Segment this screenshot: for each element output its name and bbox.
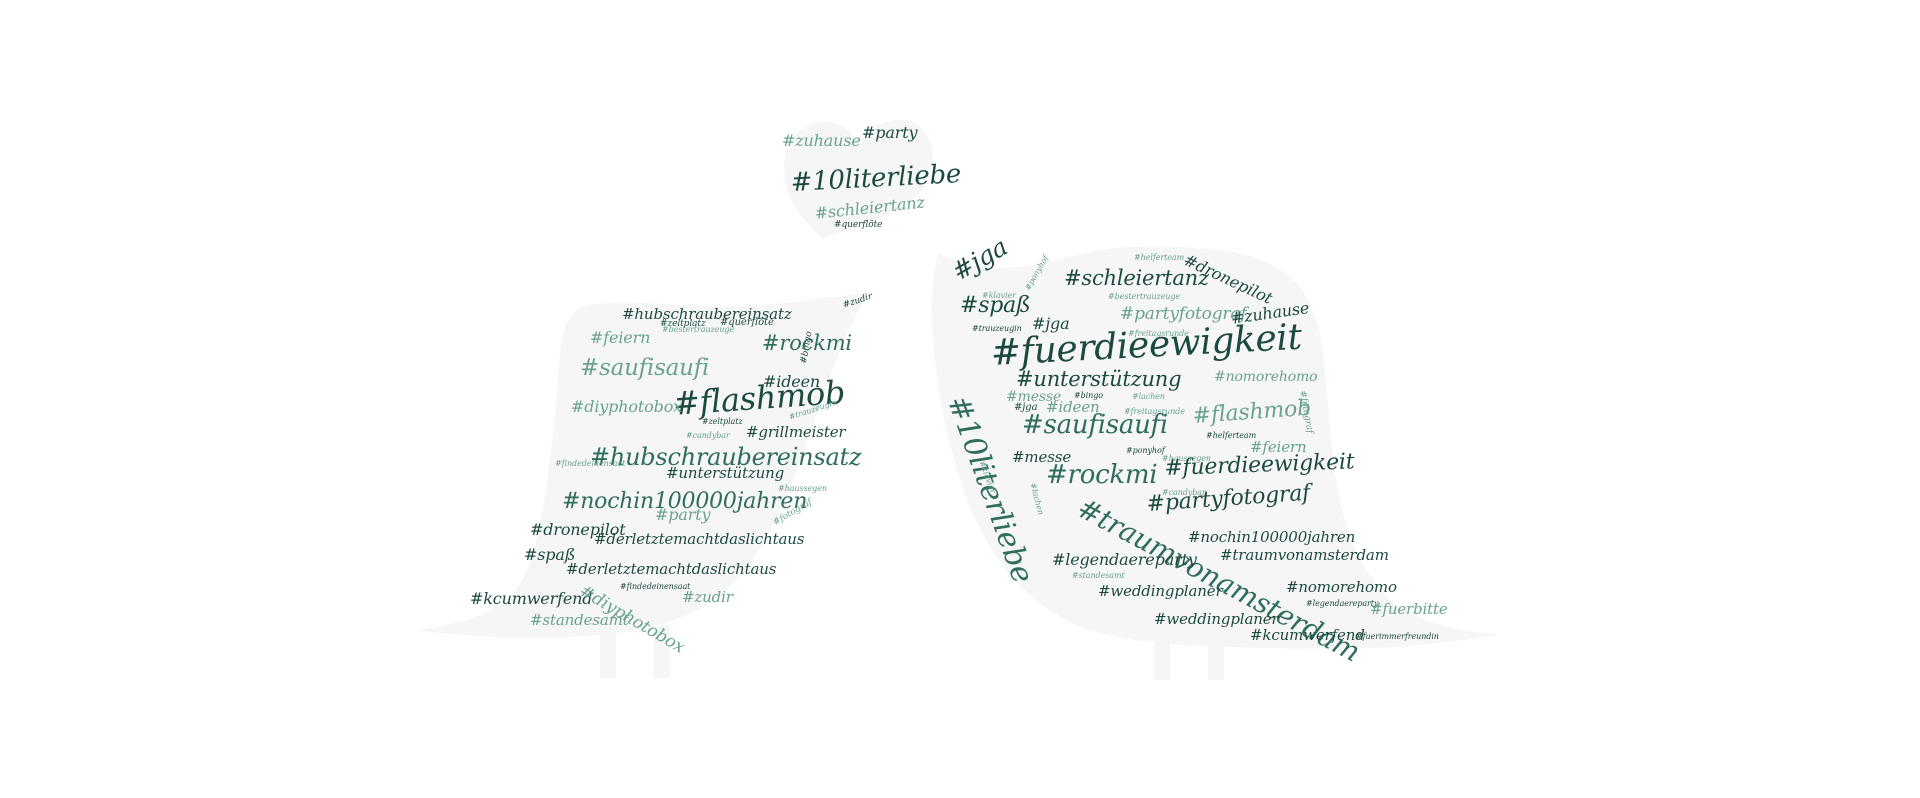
- word: #feiern: [1250, 438, 1307, 456]
- word: #ponyhof: [1126, 446, 1165, 455]
- word: #klavier: [982, 291, 1016, 300]
- word: #dronepilot: [530, 520, 626, 539]
- word: #bestertrauzeuge: [1108, 292, 1181, 301]
- word: #bingo: [1074, 391, 1103, 400]
- word: #messe: [1006, 389, 1062, 405]
- word: #standesamt: [530, 611, 629, 629]
- word: #kcumwerfend: [1250, 626, 1365, 644]
- word: #hubschraubereinsatz: [590, 443, 862, 471]
- left-bird-leg: [654, 626, 670, 678]
- word: #feiern: [590, 328, 651, 347]
- word: #ideen: [1046, 398, 1100, 416]
- word: #helferteam: [1134, 253, 1185, 262]
- word: #hubschraubereinsatz: [622, 305, 792, 323]
- word: #messe: [1012, 448, 1072, 466]
- word: #unterstützung: [1016, 367, 1182, 391]
- word: #nomorehomo: [1214, 369, 1318, 385]
- word: #grillmeister: [746, 423, 846, 441]
- word: #party: [862, 123, 918, 142]
- word: #freitagsrunde: [1128, 329, 1189, 338]
- word: #ideen: [763, 372, 821, 391]
- word: #spaß: [524, 545, 576, 564]
- word: #haussegen: [1162, 454, 1211, 463]
- right-bird-leg: [1154, 630, 1170, 680]
- left-bird-shape: [418, 292, 870, 637]
- word: #spaß: [960, 293, 1031, 318]
- word: #candybar: [1162, 488, 1206, 497]
- word: #schleiertanz: [1064, 266, 1209, 290]
- word: #legendaereparty: [1052, 550, 1197, 569]
- word: #jga: [1032, 314, 1070, 333]
- word: #rockmi: [762, 331, 852, 355]
- word: #legendaereparty: [1306, 599, 1379, 608]
- word: #rockmi: [1046, 460, 1158, 490]
- word: #kcumwerfend: [470, 589, 593, 608]
- word: #saufisaufi: [580, 355, 710, 381]
- right-bird-shape: [931, 246, 1500, 649]
- word: #querflöte: [720, 317, 774, 328]
- word: #lachen: [1132, 392, 1165, 401]
- word: #findedeinensaat: [620, 582, 691, 591]
- word: #nochin100000jahren: [1188, 528, 1356, 546]
- word: #querflöte: [834, 220, 883, 230]
- word: #nomorehomo: [1286, 578, 1397, 596]
- left-bird-leg: [600, 626, 616, 678]
- word: #weddingplaner: [1154, 610, 1279, 628]
- word: #weddingplaner: [1098, 582, 1223, 600]
- heart-shape: [784, 120, 933, 238]
- word: #unterstützung: [666, 464, 785, 482]
- word: #nochin100000jahren: [562, 489, 808, 514]
- word: #trauzeugin: [972, 324, 1022, 333]
- word: #bestertrauzeuge: [662, 325, 735, 334]
- word: #haussegen: [778, 484, 827, 493]
- word: #jga: [1014, 402, 1038, 413]
- word: #party: [655, 505, 711, 524]
- right-bird-leg: [1208, 630, 1224, 680]
- word: #fuerbitte: [1370, 600, 1448, 618]
- word: #derletztemachtdaslichtaus: [566, 560, 777, 578]
- word: #findedeinensaat: [555, 459, 626, 468]
- word: #helferteam: [1206, 431, 1257, 440]
- word: #saufisaufi: [1022, 410, 1168, 440]
- word: #standesamt: [1072, 571, 1125, 580]
- word: #fuerimmerfreundin: [1356, 632, 1439, 641]
- word: #freitagsrunde: [1124, 407, 1185, 416]
- word: #partyfotograf: [1120, 304, 1247, 324]
- word: #traumvonamsterdam: [1220, 546, 1389, 564]
- word: #derletztemachtdaslichtaus: [594, 530, 805, 548]
- word: #zuhause: [782, 131, 861, 150]
- word: #zeltplatz: [660, 319, 706, 329]
- word: #zudir: [682, 588, 733, 606]
- word: #diyphotobox: [571, 397, 683, 416]
- word: #zeltplatz: [702, 417, 743, 426]
- word: #candybar: [686, 431, 730, 440]
